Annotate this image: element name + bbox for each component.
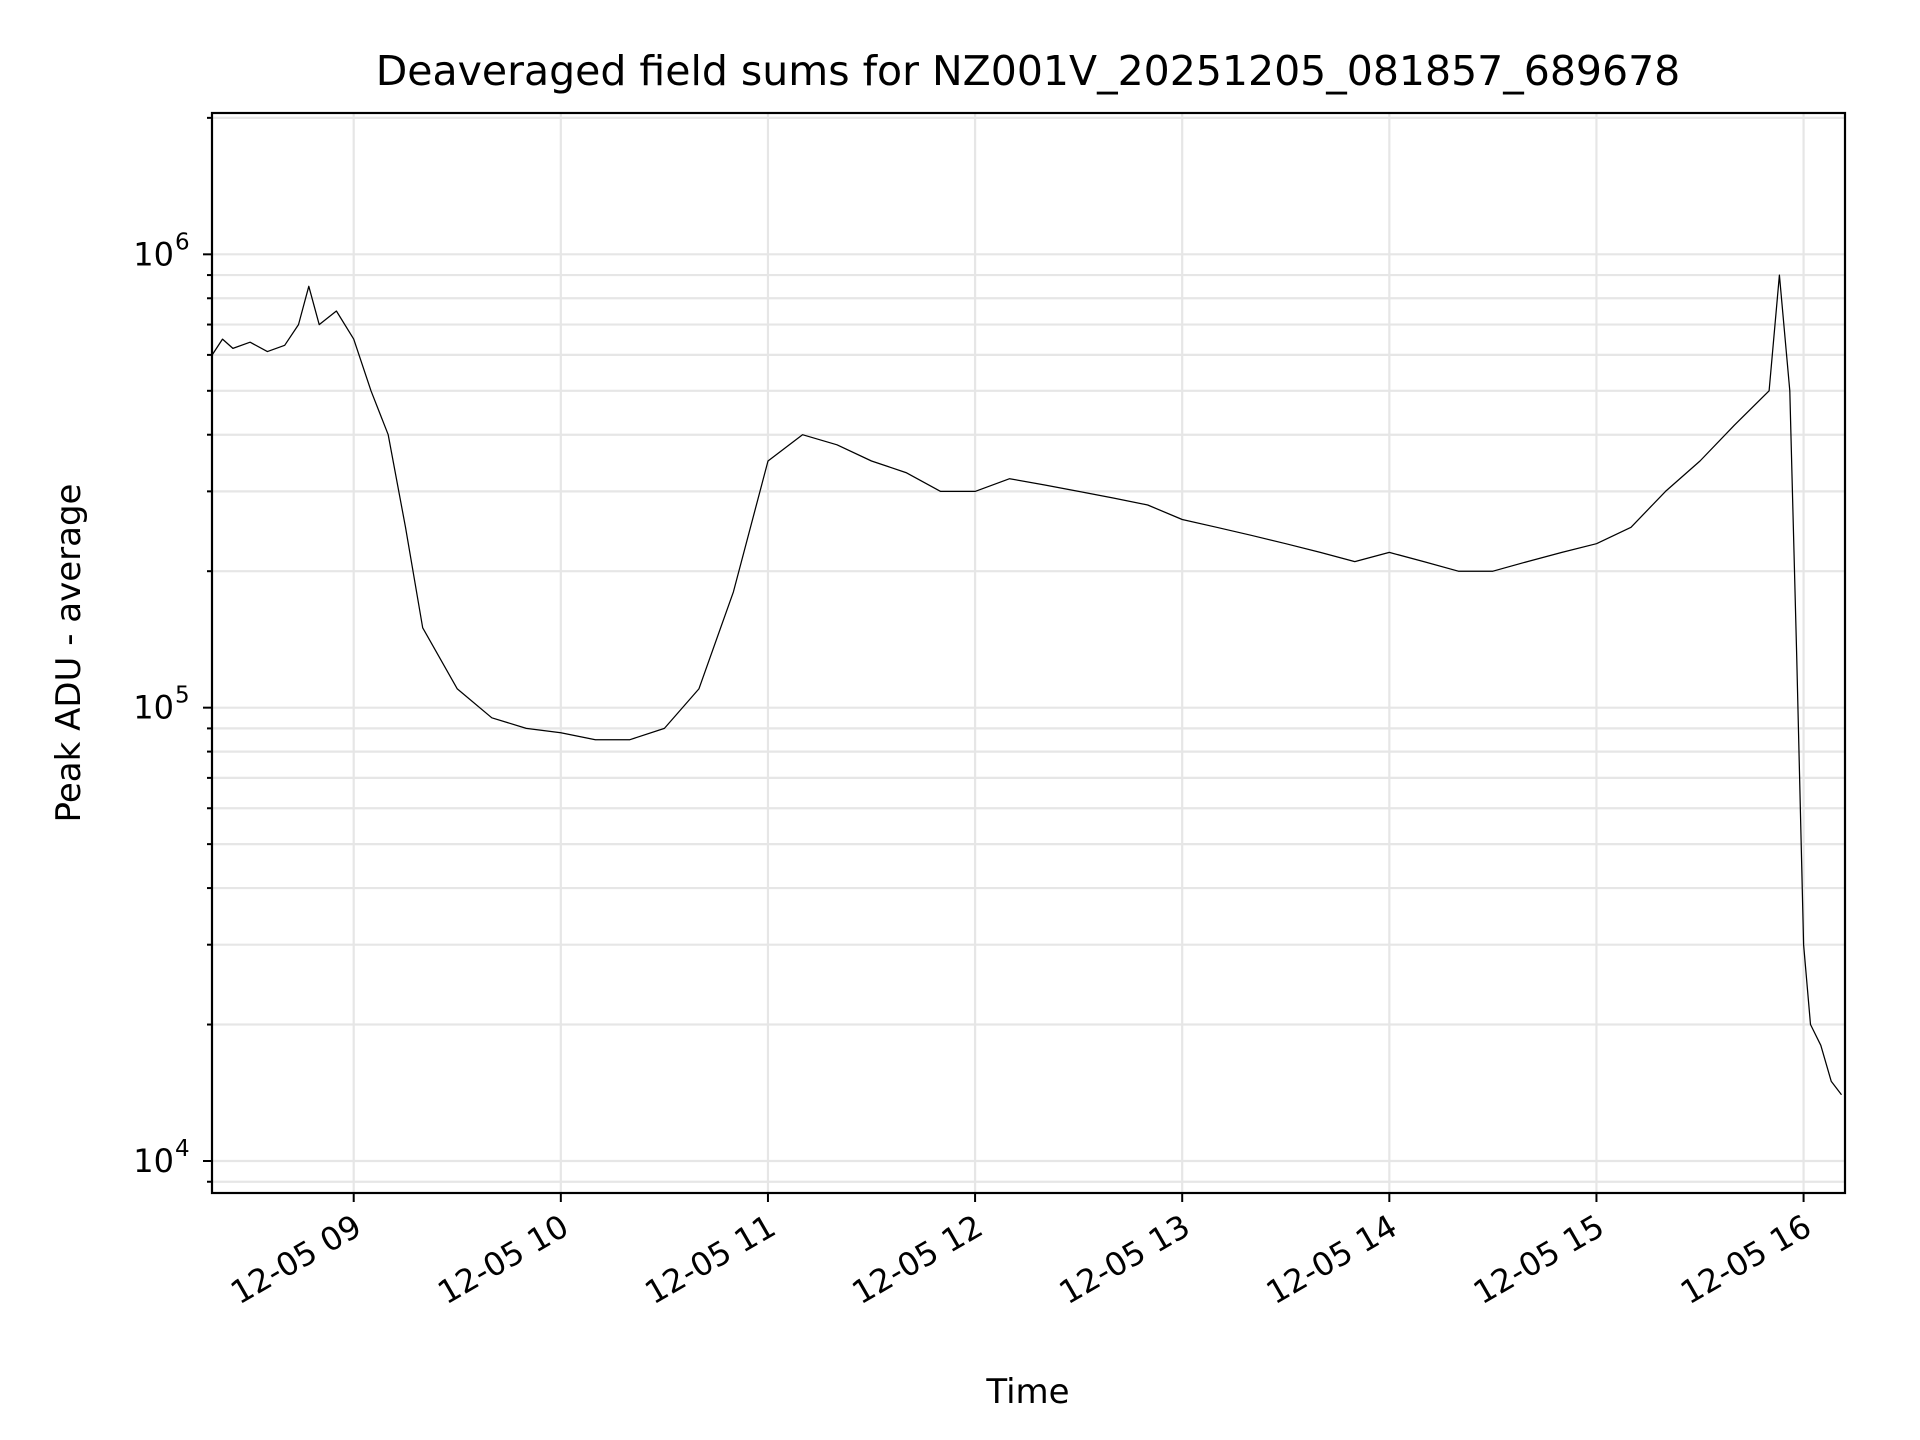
x-tick-label: 12-05 14 (1260, 1207, 1404, 1312)
x-tick-label: 12-05 13 (1053, 1207, 1197, 1312)
y-tick-label: 10 (133, 235, 174, 273)
y-tick-exponent: 6 (175, 229, 190, 255)
x-tick-label: 12-05 11 (638, 1207, 782, 1312)
x-tick-label: 12-05 16 (1674, 1207, 1818, 1312)
x-tick-label: 12-05 10 (431, 1207, 575, 1312)
plot-frame (210, 111, 1847, 1195)
series-line (211, 274, 1842, 1096)
x-tick-label: 12-05 09 (224, 1207, 368, 1312)
y-axis-label: Peak ADU - average (49, 484, 89, 823)
x-axis-label: Time (985, 1372, 1069, 1412)
series-layer (211, 274, 1842, 1096)
y-tick-label: 10 (133, 689, 174, 727)
chart-title: Deaveraged field sums for NZ001V_2025120… (376, 47, 1681, 95)
y-tick-exponent: 4 (175, 1136, 190, 1162)
y-tick-exponent: 5 (175, 683, 190, 709)
y-tick-label: 10 (133, 1142, 174, 1180)
x-tick-label: 12-05 12 (845, 1207, 989, 1312)
grid (212, 113, 1845, 1193)
x-tick-label: 12-05 15 (1467, 1207, 1611, 1312)
